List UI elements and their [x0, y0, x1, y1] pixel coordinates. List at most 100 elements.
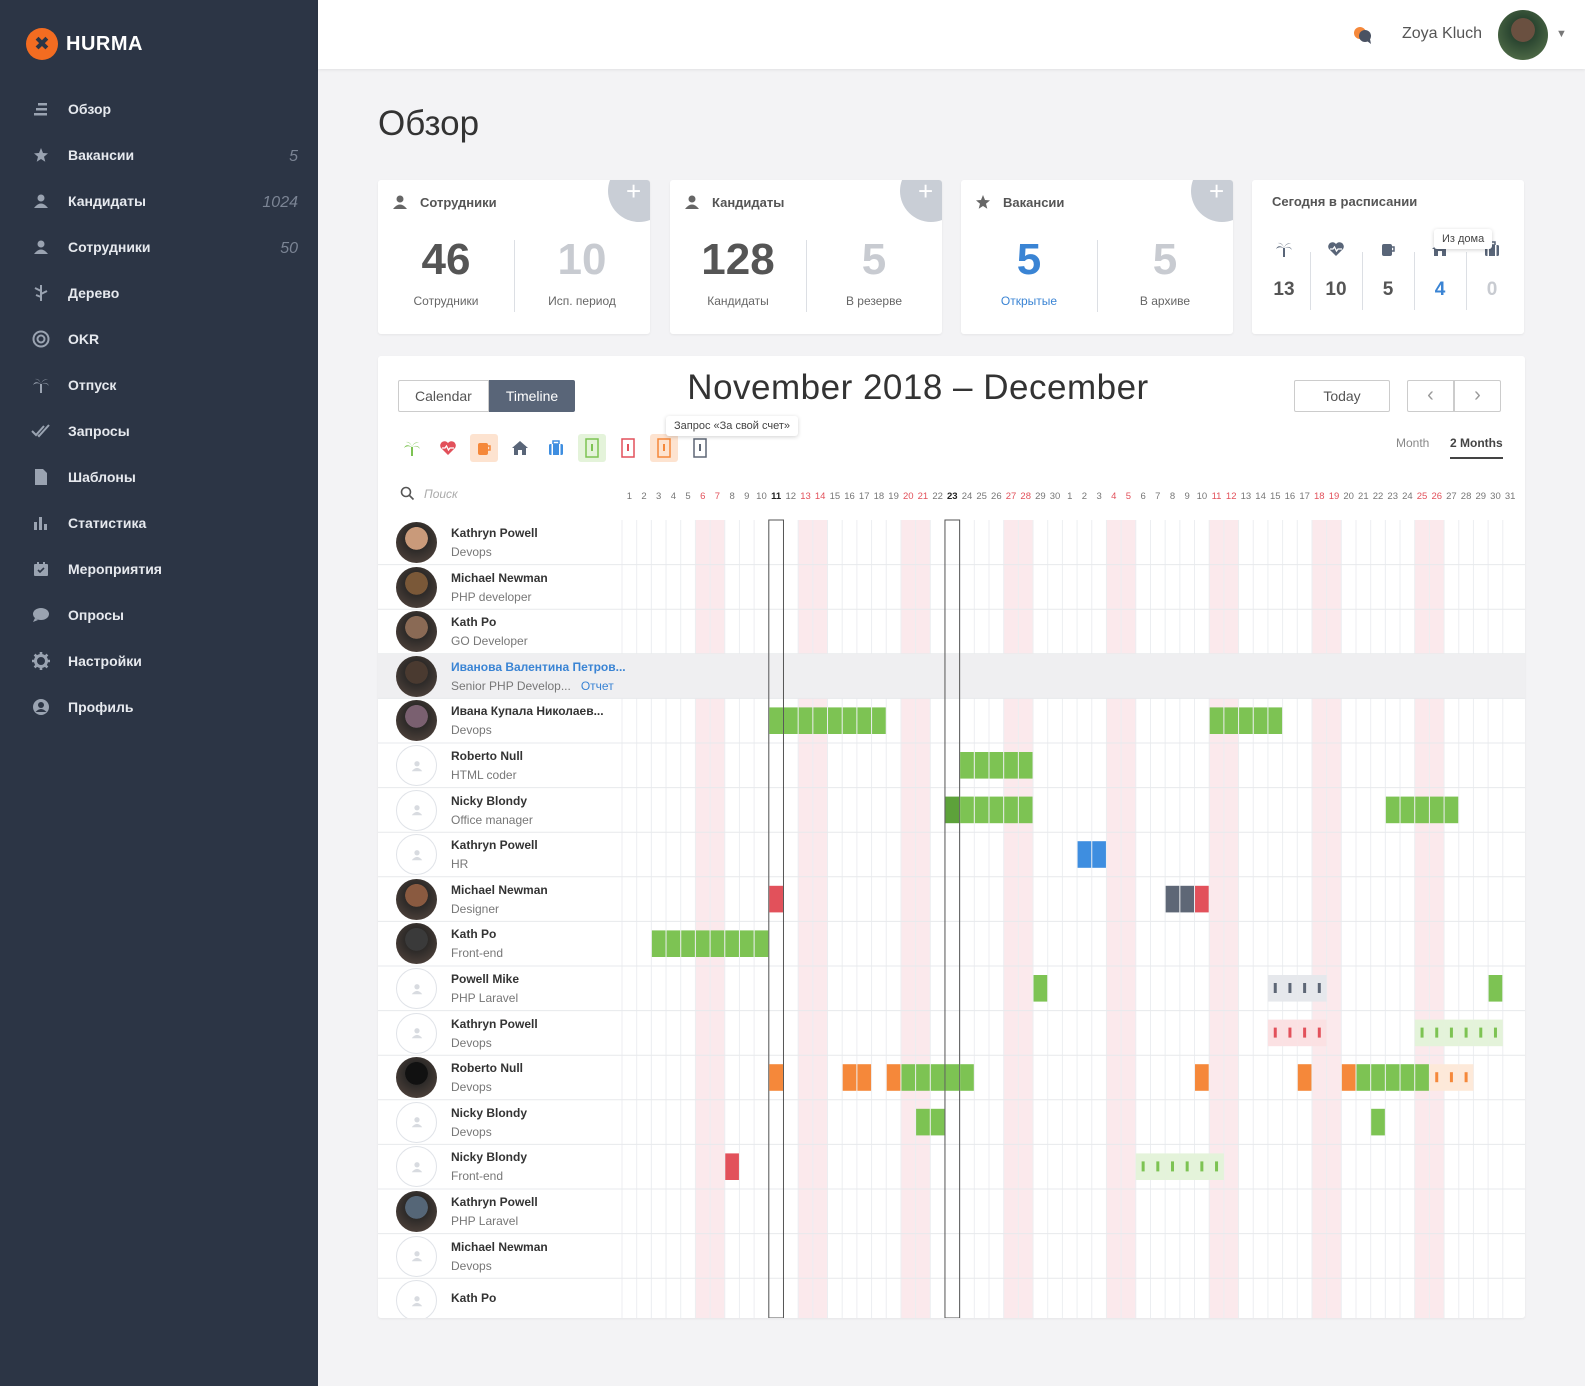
person-name[interactable]: Nicky Blondy [451, 793, 528, 808]
sidebar-item-3[interactable]: Кандидаты 1024 [0, 178, 318, 224]
avatar-placeholder[interactable] [396, 1101, 437, 1143]
sidebar-item-12[interactable]: Опросы [0, 592, 318, 638]
avatar[interactable] [396, 878, 437, 920]
timeline-row[interactable]: Kath Po GO Developer [378, 609, 1525, 654]
person-name[interactable]: Kathryn Powell [451, 838, 538, 853]
avatar[interactable] [396, 923, 437, 965]
timeline-row[interactable]: Powell Mike PHP Laravel [378, 966, 1525, 1011]
home-filter-icon[interactable] [506, 434, 534, 462]
hurma-logo[interactable]: ✖ HURMA [26, 28, 143, 60]
avatar-placeholder[interactable] [396, 789, 437, 831]
timeline-row[interactable]: Kath Po [378, 1278, 1525, 1318]
schedule-item[interactable]: 5 [1362, 240, 1414, 301]
today-button[interactable]: Today [1294, 380, 1390, 412]
calendar-view-tab[interactable]: Calendar [398, 380, 489, 412]
request-own-expense-filter-icon[interactable] [650, 434, 678, 462]
avatar-placeholder[interactable] [396, 968, 437, 1009]
timeline-row[interactable]: Ивана Купала Николаев... Devops [378, 698, 1525, 743]
range-month-tab[interactable]: Month [1396, 436, 1430, 450]
open-vacancies-label[interactable]: Открытые [1000, 294, 1058, 308]
timeline-row[interactable]: Michael Newman Designer [378, 877, 1525, 922]
timeline-row[interactable]: Kathryn Powell Devops [378, 1011, 1525, 1056]
sidebar-item-13[interactable]: Настройки [0, 638, 318, 684]
avatar-placeholder[interactable] [396, 1280, 437, 1318]
person-name[interactable]: Kath Po [451, 1291, 497, 1306]
report-link[interactable]: Отчет [580, 678, 614, 693]
candidates-count[interactable]: 128 [701, 235, 775, 284]
person-name[interactable]: Michael Newman [451, 1239, 548, 1254]
user-name[interactable]: Zoya Kluch [1402, 25, 1483, 42]
person-name[interactable]: Ивана Купала Николаев... [451, 704, 604, 719]
user-menu-chevron-down-icon[interactable]: ▼ [1556, 28, 1567, 40]
schedule-item[interactable]: 13 [1258, 240, 1310, 301]
sidebar-item-14[interactable]: Профиль [0, 684, 318, 730]
add-candidate-button[interactable]: + [900, 180, 942, 222]
probation-count[interactable]: 10 [557, 235, 607, 284]
user-avatar[interactable] [1498, 10, 1548, 60]
request-red-filter-icon[interactable] [614, 434, 642, 462]
archived-vacancies-count[interactable]: 5 [1152, 235, 1178, 284]
day-off-cup-filter-icon[interactable] [470, 434, 498, 462]
timeline-row[interactable]: Kath Po Front-end [378, 921, 1525, 966]
person-name[interactable]: Nicky Blondy [451, 1150, 528, 1165]
avatar-placeholder[interactable] [396, 745, 437, 786]
person-name[interactable]: Kath Po [451, 927, 497, 942]
vacation-palm-filter-icon[interactable] [398, 434, 426, 462]
avatar-placeholder[interactable] [396, 1012, 437, 1054]
person-name[interactable]: Kathryn Powell [451, 1016, 538, 1031]
open-vacancies-count[interactable]: 5 [1016, 235, 1042, 284]
sidebar-item-4[interactable]: Сотрудники 50 [0, 224, 318, 270]
person-name[interactable]: Kath Po [451, 615, 497, 630]
timeline-row[interactable]: Nicky Blondy Front-end [378, 1144, 1525, 1189]
timeline-row[interactable]: Kathryn Powell HR [378, 832, 1525, 877]
request-gray-filter-icon[interactable] [686, 434, 714, 462]
request-green-filter-icon[interactable] [578, 434, 606, 462]
person-name[interactable]: Roberto Null [451, 1061, 523, 1076]
avatar[interactable] [396, 611, 437, 653]
person-name[interactable]: Michael Newman [451, 882, 548, 897]
timeline-row[interactable]: Roberto Null HTML coder [378, 743, 1525, 788]
sidebar-item-1[interactable]: Обзор [0, 86, 318, 132]
avatar-placeholder[interactable] [396, 1235, 437, 1277]
sidebar-item-11[interactable]: Мероприятия [0, 546, 318, 592]
person-name[interactable]: Roberto Null [451, 749, 523, 763]
sidebar-item-7[interactable]: Отпуск [0, 362, 318, 408]
timeline-row[interactable]: Roberto Null Devops [378, 1055, 1525, 1100]
avatar[interactable] [396, 1191, 437, 1232]
person-name[interactable]: Nicky Blondy [451, 1105, 528, 1120]
avatar[interactable] [396, 700, 437, 742]
avatar-placeholder[interactable] [396, 834, 437, 876]
search-field[interactable]: Поиск [400, 486, 458, 501]
schedule-item[interactable]: 10 [1310, 240, 1362, 301]
person-name[interactable]: Powell Mike [451, 972, 520, 986]
person-name[interactable]: Kathryn Powell [451, 526, 538, 540]
sidebar-item-5[interactable]: Дерево [0, 270, 318, 316]
timeline-row[interactable]: Kathryn Powell Devops [378, 520, 1525, 565]
sidebar-item-2[interactable]: Вакансии 5 [0, 132, 318, 178]
timeline-row[interactable]: Michael Newman PHP developer [378, 565, 1525, 610]
timeline-row[interactable]: Kathryn Powell PHP Laravel [378, 1189, 1525, 1234]
avatar[interactable] [396, 522, 437, 563]
business-trip-briefcase-filter-icon[interactable] [542, 434, 570, 462]
timeline-row[interactable]: Иванова Валентина Петров... Senior PHP De… [378, 654, 1525, 699]
person-name[interactable]: Michael Newman [451, 570, 548, 585]
range-2-months-tab[interactable]: 2 Months [1450, 436, 1503, 459]
avatar-placeholder[interactable] [396, 1146, 437, 1188]
sidebar-item-9[interactable]: Шаблоны [0, 454, 318, 500]
sidebar-item-8[interactable]: Запросы [0, 408, 318, 454]
person-name[interactable]: Иванова Валентина Петров... [451, 659, 626, 674]
employees-count[interactable]: 46 [421, 235, 471, 284]
reserve-count[interactable]: 5 [861, 235, 887, 284]
timeline-row[interactable]: Nicky Blondy Office manager [378, 788, 1525, 833]
sick-heart-filter-icon[interactable] [434, 434, 462, 462]
sidebar-item-6[interactable]: OKR [0, 316, 318, 362]
timeline-view-tab[interactable]: Timeline [488, 380, 576, 412]
schedule-item[interactable]: 4 [1414, 240, 1466, 301]
prev-chevron-left-icon[interactable]: ‹ [1407, 380, 1454, 412]
timeline-row[interactable]: Nicky Blondy Devops [378, 1100, 1525, 1145]
schedule-item[interactable]: 0 [1466, 240, 1518, 301]
notifications-icon[interactable] [1352, 24, 1374, 51]
avatar[interactable] [396, 655, 437, 697]
avatar[interactable] [396, 566, 437, 608]
person-name[interactable]: Kathryn Powell [451, 1195, 538, 1209]
